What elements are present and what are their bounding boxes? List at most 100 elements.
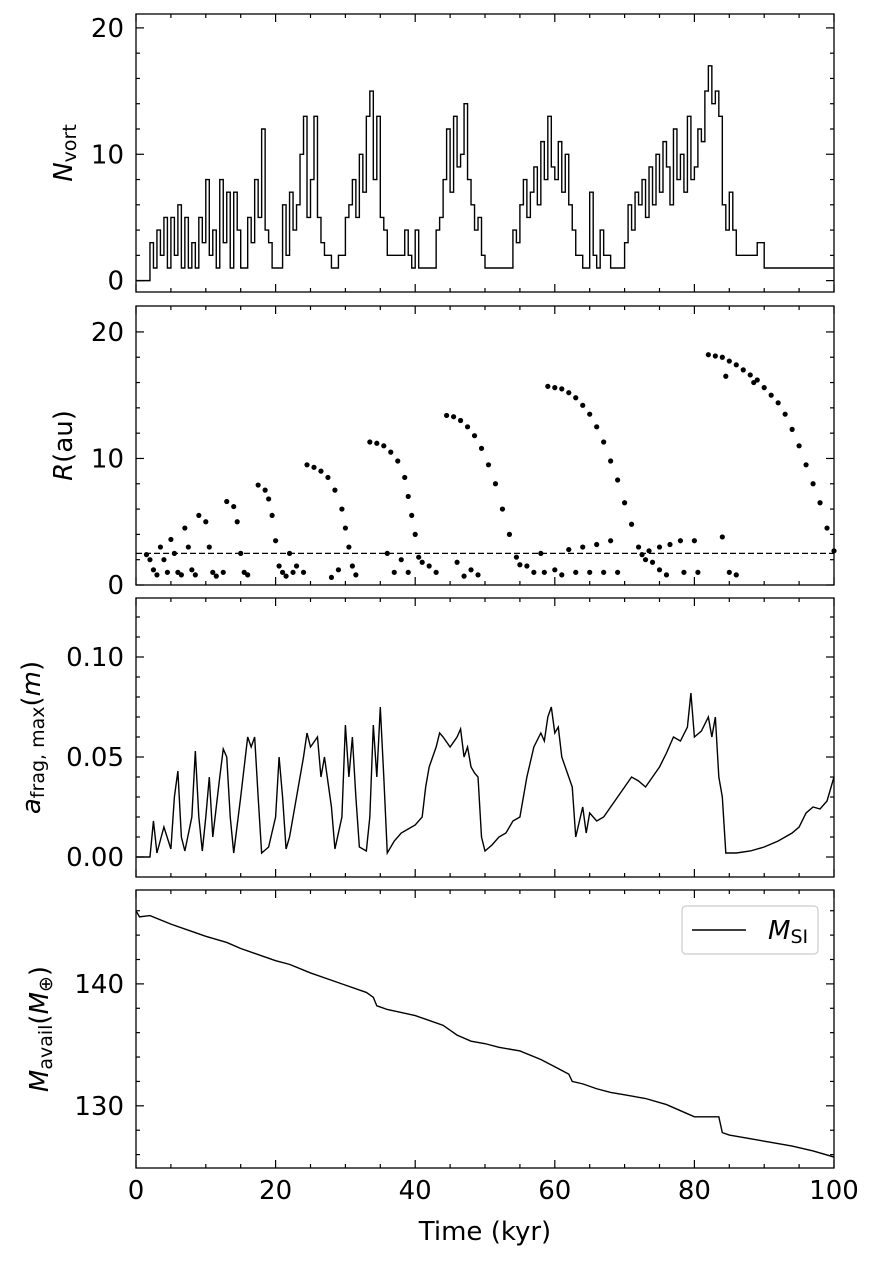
data-point xyxy=(328,574,335,581)
data-point xyxy=(300,569,307,575)
x-tick-label: 60 xyxy=(538,1176,571,1206)
data-point xyxy=(398,557,404,563)
data-point xyxy=(269,512,275,519)
data-point xyxy=(789,426,795,432)
label-part: vort xyxy=(59,124,81,162)
data-point xyxy=(286,550,293,556)
data-point xyxy=(409,512,415,519)
data-line xyxy=(136,910,834,1158)
data-point xyxy=(642,557,649,563)
data-point xyxy=(468,567,474,573)
data-point xyxy=(615,569,621,575)
label-part: m xyxy=(17,671,47,696)
data-point xyxy=(412,531,418,537)
data-point xyxy=(381,443,387,449)
data-point xyxy=(182,525,188,531)
data-point xyxy=(635,544,642,550)
data-point xyxy=(485,462,492,468)
y-axis-label: R(au) xyxy=(49,410,79,481)
plot-frame xyxy=(135,305,835,586)
panel: 0 10 20 R(au) xyxy=(49,305,837,601)
data-point xyxy=(433,569,439,575)
data-point xyxy=(639,552,645,558)
data-point xyxy=(824,525,830,531)
y-axis-label: afrag, max(m) xyxy=(17,661,49,814)
data-point xyxy=(587,411,593,417)
data-point xyxy=(646,548,652,554)
data-point xyxy=(405,569,411,575)
data-point xyxy=(454,559,460,565)
data-point xyxy=(506,531,513,537)
data-point xyxy=(189,567,195,573)
data-point xyxy=(192,572,198,578)
y-tick-label: 20 xyxy=(91,318,124,348)
data-point xyxy=(416,554,422,560)
data-point xyxy=(161,557,167,563)
y-tick-label: 0.05 xyxy=(66,743,124,773)
data-point xyxy=(444,412,450,419)
data-point xyxy=(513,554,520,560)
data-point xyxy=(266,496,272,502)
panel: 0.00 0.05 0.10 afrag, max(m) xyxy=(17,597,835,878)
label-part: ) xyxy=(25,966,55,976)
data-point xyxy=(342,525,348,531)
label-part: frag, max xyxy=(27,707,49,799)
data-point xyxy=(391,569,397,575)
x-tick-label: 80 xyxy=(678,1176,711,1206)
label-part: avail xyxy=(35,1025,57,1070)
plot-frame xyxy=(135,13,835,293)
data-point xyxy=(185,544,191,550)
data-point xyxy=(656,544,663,550)
data-point xyxy=(171,550,177,556)
data-point xyxy=(245,572,251,578)
data-point xyxy=(803,462,809,468)
plot-frame xyxy=(135,889,835,1169)
label-part: N xyxy=(49,162,79,181)
data-point xyxy=(335,567,342,573)
data-point xyxy=(663,572,670,578)
data-point xyxy=(649,559,656,565)
data-point xyxy=(608,538,614,544)
label-part: SI xyxy=(790,926,808,948)
label-part: ⊕ xyxy=(35,976,57,992)
data-point xyxy=(168,536,174,543)
data-point xyxy=(726,569,732,575)
data-point xyxy=(622,500,628,506)
data-point xyxy=(677,538,684,544)
data-point xyxy=(566,390,572,396)
data-point xyxy=(580,402,586,408)
label-part: ( xyxy=(25,1014,55,1024)
data-point xyxy=(761,385,767,391)
data-point xyxy=(492,481,499,487)
label-part: M xyxy=(25,992,55,1014)
data-point xyxy=(475,572,481,578)
data-point xyxy=(695,569,701,575)
data-point xyxy=(740,367,746,373)
data-point xyxy=(594,541,600,548)
data-point xyxy=(262,487,268,493)
data-point xyxy=(206,544,212,550)
x-axis-label: Time (kyr) xyxy=(418,1217,551,1247)
data-point xyxy=(796,443,802,449)
data-point xyxy=(775,400,781,406)
data-point xyxy=(203,519,209,525)
y-tick-label: 140 xyxy=(74,970,124,1000)
data-point xyxy=(541,569,547,575)
data-point xyxy=(147,557,153,563)
data-point xyxy=(601,439,607,445)
data-point xyxy=(594,424,600,430)
data-point xyxy=(587,569,593,575)
data-point xyxy=(517,562,523,568)
data-point xyxy=(499,506,506,512)
data-point xyxy=(524,563,530,569)
data-point xyxy=(705,352,711,358)
y-tick-label: 10 xyxy=(91,444,124,474)
data-point xyxy=(279,569,286,575)
data-point xyxy=(339,506,345,512)
legend-label: MSI xyxy=(768,916,808,948)
data-point xyxy=(450,414,457,420)
data-point xyxy=(220,569,226,575)
